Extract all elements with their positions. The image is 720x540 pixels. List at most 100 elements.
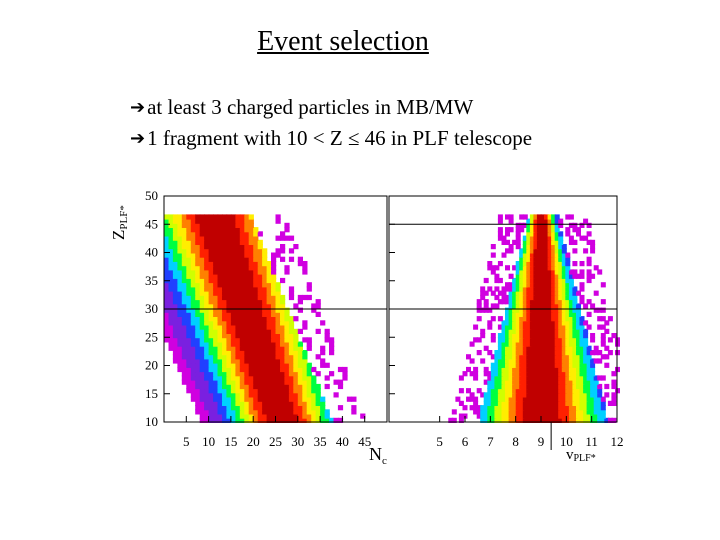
heatmap-cell [199, 316, 205, 322]
heatmap-cell [257, 244, 263, 250]
heatmap-cell [222, 320, 228, 326]
heatmap-cell [230, 413, 237, 419]
heatmap-cell [536, 227, 542, 233]
heatmap-cell [195, 341, 201, 347]
heatmap-cell [583, 383, 589, 390]
heatmap-cell [540, 328, 546, 334]
heatmap-cell [551, 366, 557, 373]
heatmap-cell [186, 358, 192, 364]
heatmap-cell [529, 307, 535, 313]
heatmap-cell [529, 222, 535, 228]
heatmap-cell [551, 417, 557, 423]
heatmap-cell [275, 383, 281, 390]
heatmap-cell [257, 252, 263, 258]
heatmap-cell [195, 333, 201, 339]
heatmap-cell [529, 231, 535, 237]
heatmap-cell [554, 218, 560, 224]
heatmap-cell [593, 290, 599, 296]
heatmap-cell [576, 290, 581, 296]
heatmap-cell [222, 405, 228, 411]
heatmap-cell [590, 371, 596, 377]
heatmap-cell [280, 244, 286, 250]
heatmap-cell [168, 265, 174, 271]
heatmap-cell [253, 265, 259, 271]
heatmap-cell [271, 261, 277, 267]
heatmap-cell [186, 320, 192, 326]
heatmap-cell [505, 358, 510, 364]
heatmap-cell [177, 244, 183, 250]
heatmap-cell [547, 366, 553, 373]
heatmap-cell [490, 379, 496, 385]
heatmap-cell [288, 405, 295, 411]
heatmap-cell [199, 333, 205, 339]
heatmap-cell [186, 299, 192, 305]
heatmap-cell [235, 400, 241, 406]
heatmap-cell [568, 316, 574, 322]
heatmap-cell [181, 316, 187, 322]
heatmap-cell [204, 222, 210, 228]
heatmap-cell [253, 239, 259, 245]
heatmap-cell [547, 358, 553, 364]
heatmap-cell [315, 383, 321, 390]
heatmap-cell [230, 366, 237, 373]
heatmap-cell [576, 316, 581, 322]
heatmap-cell [226, 307, 232, 313]
heatmap-cell [186, 235, 192, 241]
heatmap-cell [230, 227, 237, 233]
heatmap-cell [164, 239, 170, 245]
heatmap-cell [217, 256, 223, 262]
heatmap-cell [271, 417, 277, 423]
heatmap-cell [257, 396, 263, 402]
heatmap-cell [568, 214, 574, 220]
heatmap-cell [497, 388, 503, 394]
heatmap-cell [271, 269, 277, 275]
heatmap-cell [536, 324, 542, 330]
heatmap-cell [226, 294, 232, 301]
heatmap-cell [544, 294, 549, 301]
heatmap-cell [466, 396, 471, 402]
heatmap-cell [235, 303, 241, 309]
heatmap-cell [253, 409, 259, 415]
heatmap-cell [576, 388, 581, 394]
x-tick-label: 10 [202, 434, 215, 449]
heatmap-cell [540, 282, 546, 288]
heatmap-cell [536, 290, 542, 296]
heatmap-cell [519, 261, 525, 267]
heatmap-cell [280, 388, 286, 394]
heatmap-cell [217, 375, 223, 381]
heatmap-cell [529, 286, 535, 292]
heatmap-cell [199, 269, 205, 275]
heatmap-cell [469, 392, 475, 398]
heatmap-cell [235, 277, 241, 284]
heatmap-cell [230, 248, 237, 254]
heatmap-cell [501, 354, 507, 360]
heatmap-cell [284, 350, 290, 356]
heatmap-cell [293, 358, 299, 364]
heatmap-cell [275, 311, 281, 317]
heatmap-cell [579, 358, 585, 364]
heatmap-cell [597, 307, 603, 313]
heatmap-cell [501, 239, 507, 245]
heatmap-cell [164, 235, 170, 241]
heatmap-cell [302, 337, 308, 343]
heatmap-cell [181, 375, 187, 381]
heatmap-cell [540, 261, 546, 267]
heatmap-cell [177, 337, 183, 343]
heatmap-cell [213, 273, 219, 279]
heatmap-cell [293, 388, 299, 394]
heatmap-cell [490, 388, 496, 394]
heatmap-cell [204, 328, 210, 334]
heatmap-cell [320, 350, 326, 356]
heatmap-cell [226, 405, 232, 411]
heatmap-cell [597, 409, 603, 415]
heatmap-cell [526, 316, 532, 322]
heatmap-cell [293, 396, 299, 402]
heatmap-cell [275, 396, 281, 402]
heatmap-cell [536, 371, 542, 377]
heatmap-cell [284, 311, 290, 317]
heatmap-cell [558, 282, 564, 288]
heatmap-cell [519, 227, 525, 233]
heatmap-cell [351, 409, 357, 415]
heatmap-cell [515, 333, 521, 339]
heatmap-cell [593, 350, 599, 356]
